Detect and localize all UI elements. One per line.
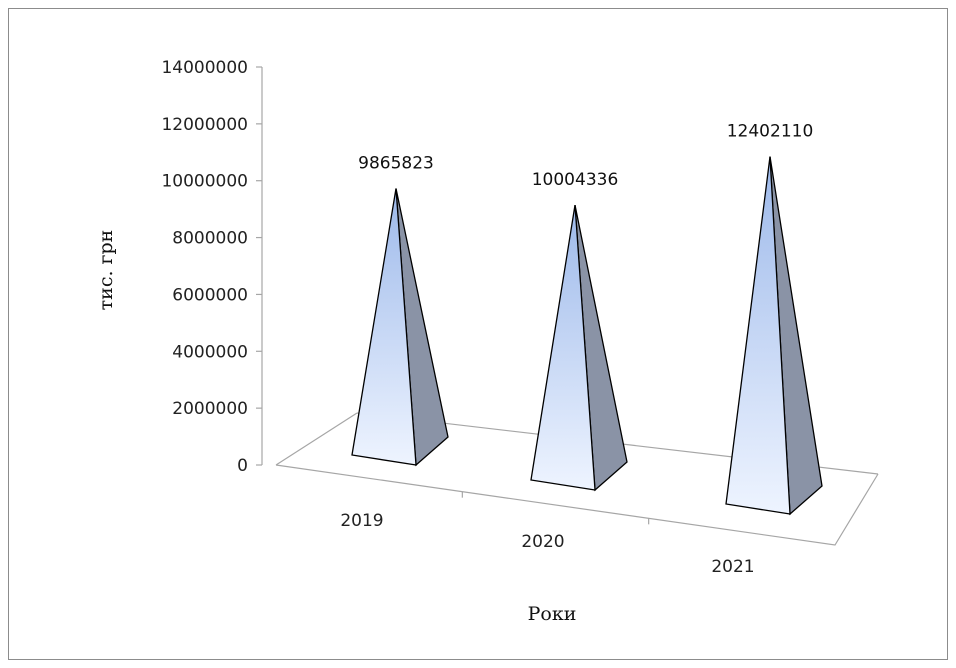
- data-label-2019: 9865823: [358, 154, 434, 174]
- pyramid-bar-2021: [725, 156, 791, 515]
- x-category-label: 2020: [521, 532, 564, 552]
- y-tick-label: 0: [237, 456, 248, 476]
- y-tick-label: 10000000: [161, 172, 248, 192]
- y-axis-title: тис. грн: [95, 230, 117, 311]
- y-tick-label: 14000000: [161, 58, 248, 78]
- y-tick-label: 4000000: [172, 342, 248, 362]
- data-label-2021: 12402110: [727, 122, 814, 142]
- data-label-2020: 10004336: [532, 170, 619, 190]
- x-axis-title: Роки: [528, 603, 577, 625]
- y-tick-label: 12000000: [161, 115, 248, 135]
- y-tick-label: 8000000: [172, 229, 248, 249]
- floor-left-edge: [275, 412, 358, 466]
- pyramid-bar-2020: [530, 204, 596, 491]
- y-tick-label: 2000000: [172, 399, 248, 419]
- y-tick-label: 6000000: [172, 285, 248, 305]
- x-category-label: 2021: [711, 557, 754, 577]
- pyramid-bar-2019: [351, 188, 417, 466]
- x-category-label: 2019: [340, 511, 383, 531]
